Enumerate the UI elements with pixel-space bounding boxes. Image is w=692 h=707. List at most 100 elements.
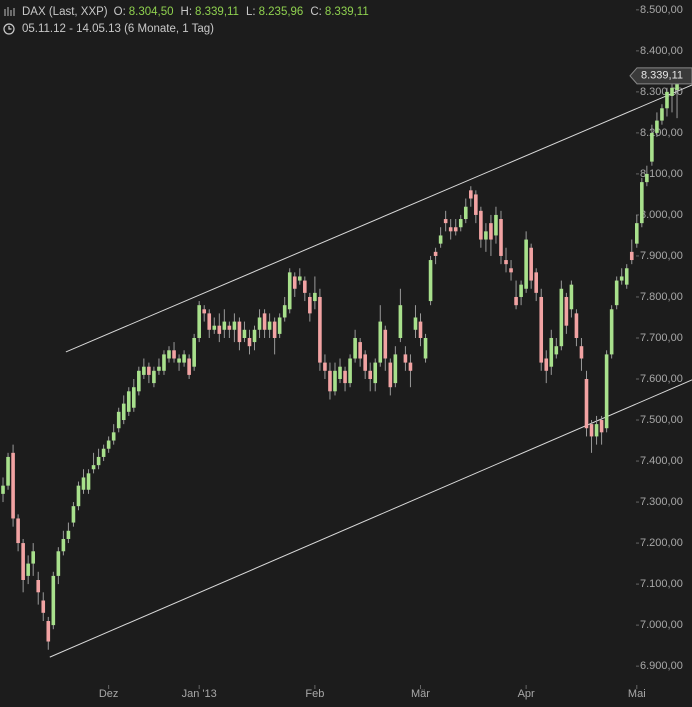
y-tick-label: 7.000,00 xyxy=(640,619,683,631)
x-tick-label: Mai xyxy=(628,688,646,700)
candle-body xyxy=(504,260,508,265)
candle-body xyxy=(106,440,111,449)
x-tick-label: Dez xyxy=(99,688,119,700)
candle-body xyxy=(126,391,131,412)
candle-body xyxy=(328,370,332,392)
candle-body xyxy=(645,173,649,183)
candle-body xyxy=(514,296,518,306)
candle-body xyxy=(91,465,96,470)
candle-body xyxy=(137,370,141,392)
chart-subtitle: 05.11.12 - 14.05.13 (6 Monate, 1 Tag) xyxy=(22,23,214,35)
candle-body xyxy=(594,424,599,437)
candle-body xyxy=(614,280,619,306)
header-label: H: xyxy=(181,6,193,18)
candle-body xyxy=(303,280,307,293)
candle-body xyxy=(418,321,423,338)
candle-body xyxy=(157,366,161,371)
candle-body xyxy=(469,190,473,199)
candle-body xyxy=(287,272,292,310)
candle-body xyxy=(16,518,20,544)
candle-body xyxy=(51,575,56,626)
y-tick-label: 7.400,00 xyxy=(640,455,683,467)
candle-body xyxy=(650,132,654,162)
header-value: 8.339,11 xyxy=(325,6,369,18)
candle-body xyxy=(86,473,91,490)
candle-body xyxy=(131,387,136,408)
candle-body xyxy=(41,600,46,613)
candle-body xyxy=(574,313,579,338)
candle-body xyxy=(232,321,237,330)
candle-body xyxy=(609,309,614,355)
candle-body xyxy=(237,321,242,343)
candle-body xyxy=(484,231,488,240)
last-price-marker: 8.339,11 xyxy=(629,67,692,85)
y-tick-label: 8.100,00 xyxy=(640,168,683,180)
candle-body xyxy=(212,325,217,330)
candle-body xyxy=(172,350,176,359)
header-label: O: xyxy=(114,6,126,18)
candle-body xyxy=(519,284,523,297)
candle-body xyxy=(655,120,659,133)
candle-body xyxy=(378,321,383,363)
y-tick-label: 7.100,00 xyxy=(640,578,683,590)
x-tick-label: Feb xyxy=(305,688,324,700)
candle-body xyxy=(358,342,362,359)
candle-body xyxy=(660,108,664,121)
candle-body xyxy=(101,448,106,457)
candle-body xyxy=(348,358,352,384)
candle-body xyxy=(177,358,181,363)
candle-body xyxy=(297,276,302,281)
candle-body xyxy=(453,227,458,232)
candle-body xyxy=(61,538,66,552)
candle-body xyxy=(333,370,337,392)
candle-body xyxy=(142,366,146,375)
candle-body xyxy=(494,214,498,236)
y-tick-label: 7.300,00 xyxy=(640,496,683,508)
candle-body xyxy=(217,325,222,334)
header-value: 8.304,50 xyxy=(129,6,174,18)
candle-body xyxy=(192,337,196,367)
candle-body xyxy=(448,227,453,232)
candle-body xyxy=(272,321,277,338)
candle-body xyxy=(499,219,503,256)
candle-body xyxy=(559,288,564,347)
clock-icon xyxy=(3,23,15,35)
candle-body xyxy=(428,260,433,302)
candle-body xyxy=(197,305,201,338)
y-tick-label: 7.200,00 xyxy=(640,537,683,549)
candle-body xyxy=(408,362,413,371)
candle-body xyxy=(624,268,629,285)
candle-body xyxy=(438,235,443,244)
candle-body xyxy=(589,424,594,437)
candle-body xyxy=(71,506,76,523)
candle-body xyxy=(21,543,25,580)
candle-body xyxy=(398,305,403,338)
y-tick-label: 8.500,00 xyxy=(640,4,683,16)
candle-body xyxy=(524,239,528,289)
candle-body xyxy=(383,329,388,359)
candle-body xyxy=(509,268,513,273)
candle-body xyxy=(277,317,282,334)
candle-body xyxy=(564,296,569,326)
candle-body xyxy=(373,362,378,384)
candle-body xyxy=(670,87,674,96)
candle-body xyxy=(162,354,166,371)
last-price-box xyxy=(629,67,692,85)
candle-body xyxy=(222,321,227,330)
header-label: C: xyxy=(310,6,322,18)
y-tick-label: 8.000,00 xyxy=(640,209,683,221)
candle-body xyxy=(544,358,549,371)
candle-body xyxy=(96,456,101,466)
candle-body xyxy=(388,362,393,388)
candle-body xyxy=(167,350,171,359)
candle-body xyxy=(539,296,544,363)
candle-body xyxy=(242,329,247,338)
candle-body xyxy=(554,346,559,355)
candle-body xyxy=(579,346,584,359)
trend-line xyxy=(65,84,692,353)
candle-body xyxy=(247,337,252,347)
x-tick-label: Mär xyxy=(411,688,430,700)
candle-body xyxy=(282,305,287,318)
